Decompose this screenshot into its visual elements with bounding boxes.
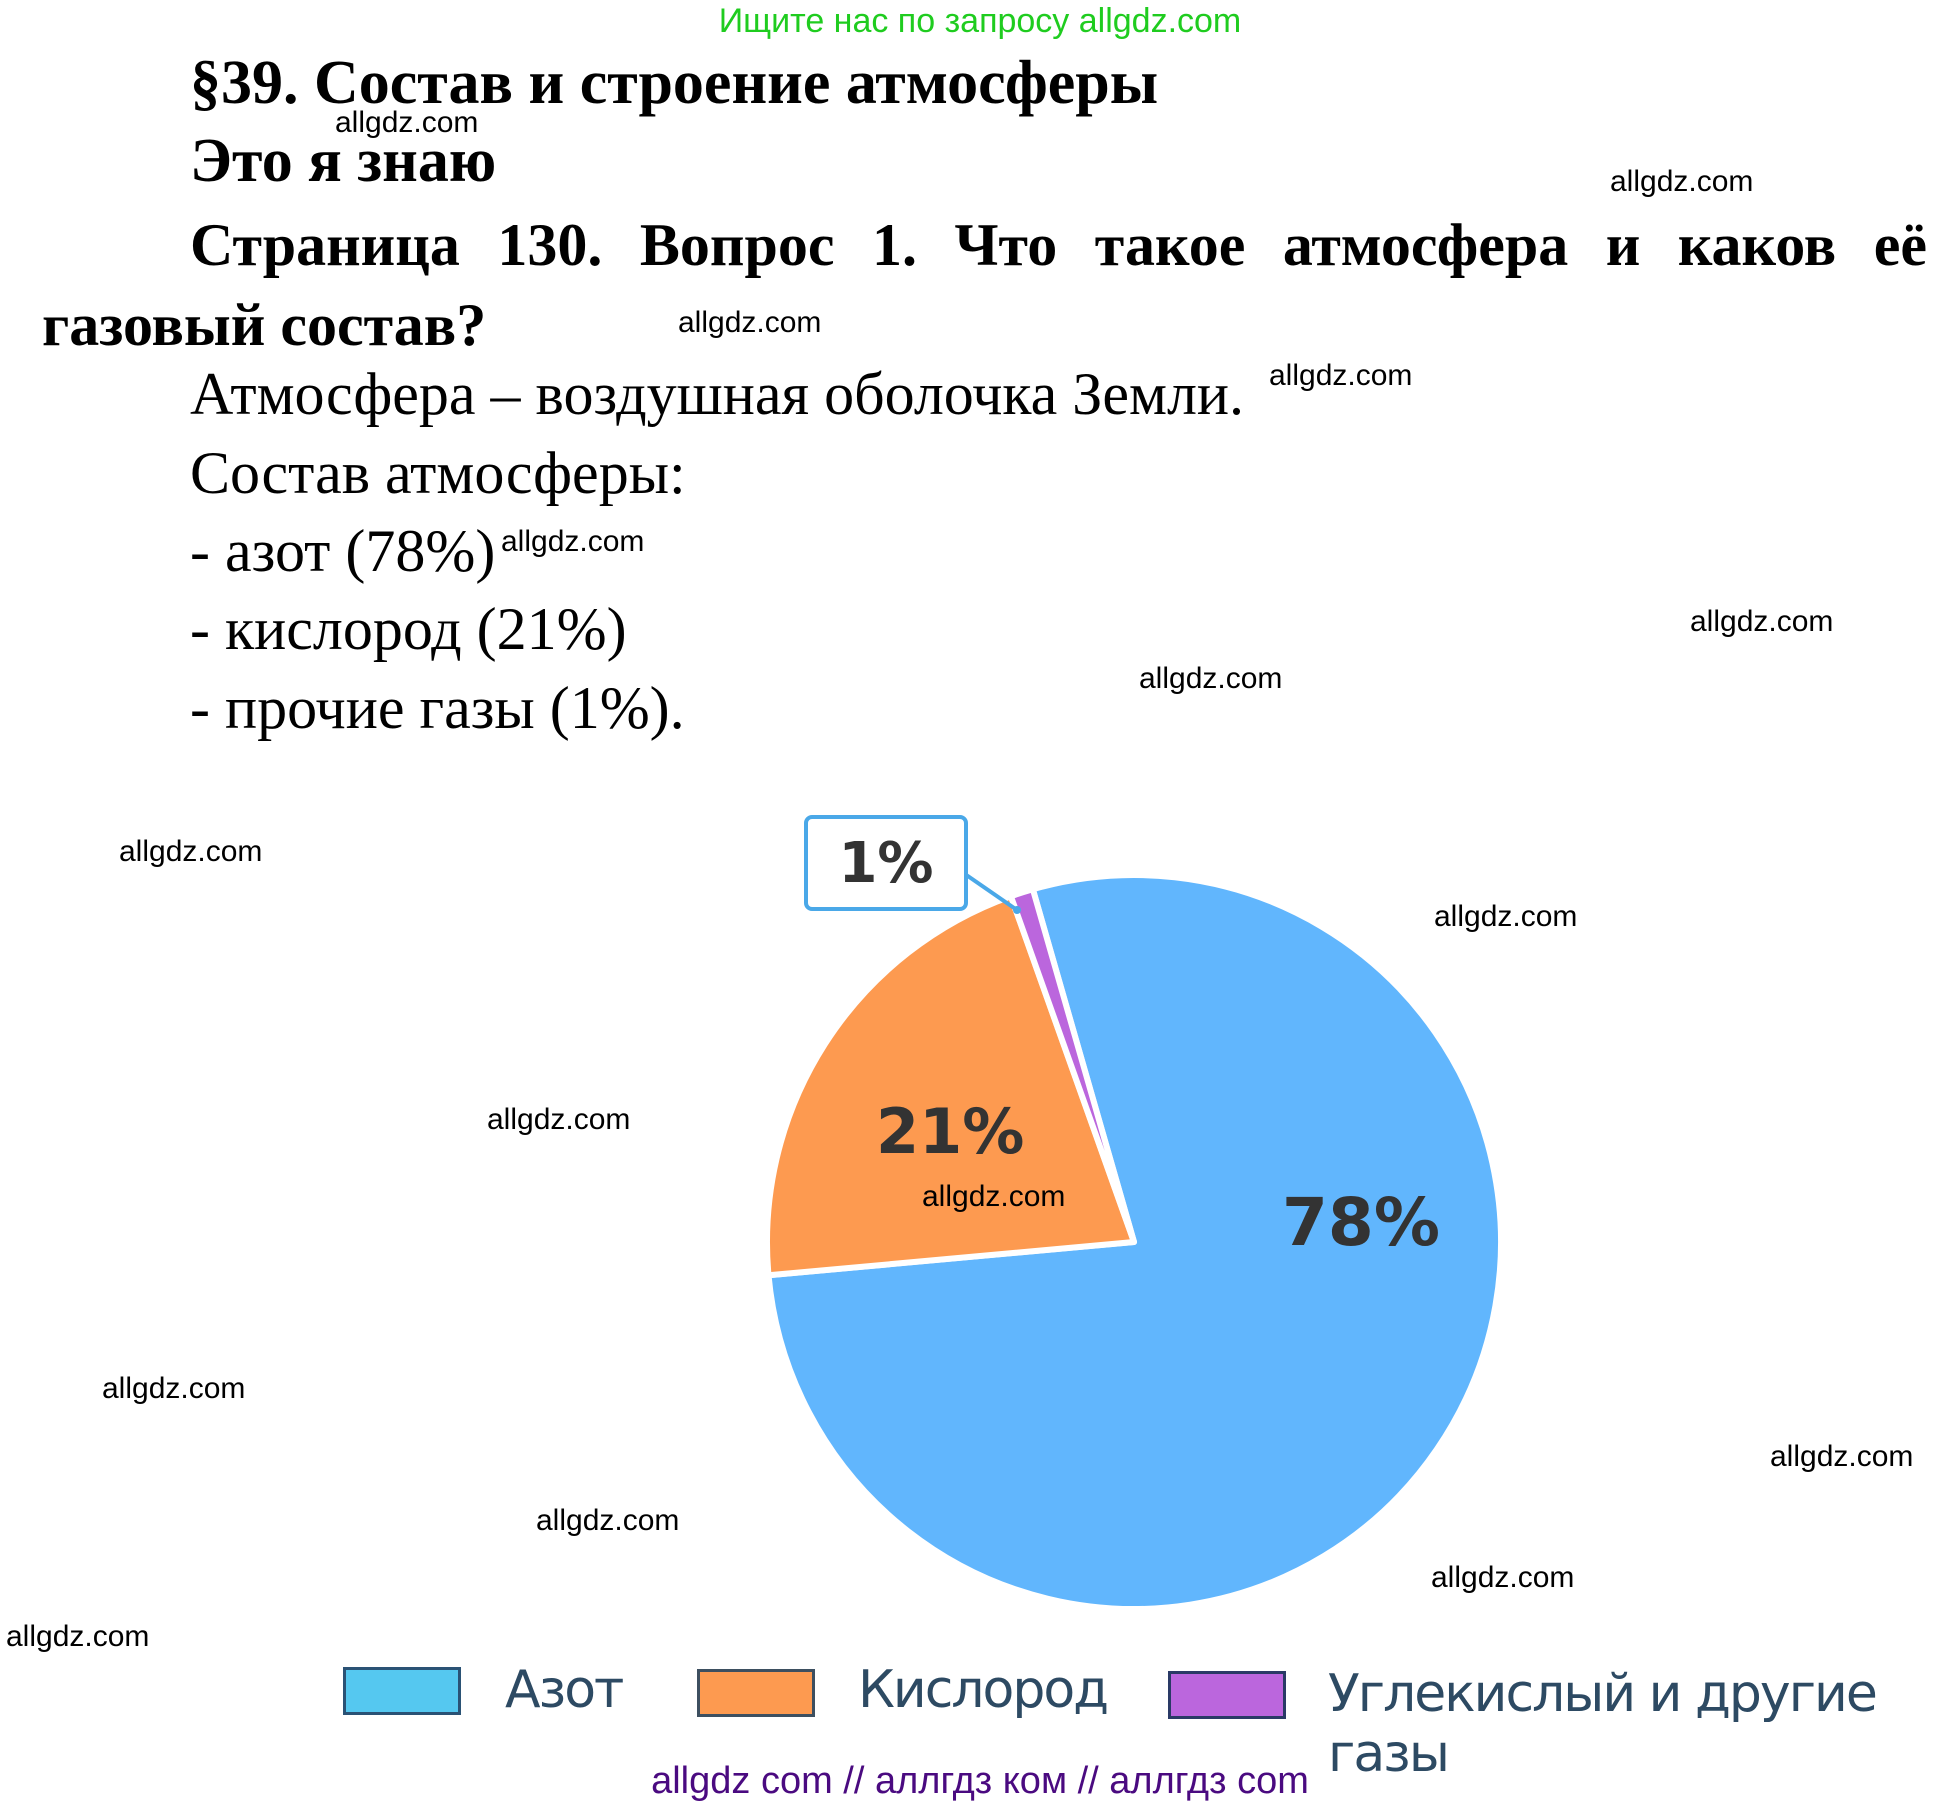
watermark: allgdz.com: [1434, 900, 1578, 933]
legend-swatch-nitrogen: [343, 1667, 461, 1715]
watermark: allgdz.com: [1610, 165, 1754, 198]
watermark: allgdz.com: [6, 1620, 150, 1653]
legend-swatch-oxygen: [697, 1669, 815, 1717]
watermark: allgdz.com: [1431, 1561, 1575, 1594]
slice-label-oxygen: 21%: [876, 1095, 1025, 1168]
watermark: allgdz.com: [487, 1103, 631, 1136]
watermark: allgdz.com: [1139, 662, 1283, 695]
watermark: allgdz.com: [501, 525, 645, 558]
composition-title: Состав атмосферы:: [190, 440, 686, 506]
section-title: §39. Состав и строение атмосферы: [190, 49, 1159, 117]
question-line-2: газовый состав?: [42, 292, 487, 358]
question-line-1: Страница 130. Вопрос 1. Что такое атмосф…: [190, 212, 1927, 278]
legend-label-oxygen: Кислород: [858, 1660, 1109, 1720]
pie-slices: [764, 872, 1504, 1612]
watermark: allgdz.com: [922, 1180, 1066, 1213]
watermark: allgdz.com: [335, 106, 479, 139]
watermark: allgdz.com: [119, 835, 263, 868]
callout-dot: [1013, 906, 1021, 914]
legend-label-nitrogen: Азот: [505, 1660, 624, 1720]
watermark: allgdz.com: [1770, 1440, 1914, 1473]
callout-connector: [960, 870, 1019, 912]
legend-swatch-other: [1168, 1671, 1286, 1719]
watermark: allgdz.com: [536, 1504, 680, 1537]
slice-label-other-callout: 1%: [804, 815, 968, 911]
question-heading: Страница 130. Вопрос 1. Что такое атмосф…: [42, 205, 1927, 365]
watermark: allgdz.com: [102, 1372, 246, 1405]
composition-item-nitrogen: - азот (78%): [190, 518, 496, 584]
watermark: allgdz.com: [1690, 605, 1834, 638]
watermark: allgdz.com: [678, 306, 822, 339]
bottom-watermark: allgdz com // аллгдз ком // аллгдз com: [651, 1760, 1309, 1802]
composition-item-oxygen: - кислород (21%): [190, 596, 627, 662]
slice-label-nitrogen: 78%: [1282, 1184, 1440, 1261]
watermark: allgdz.com: [1269, 359, 1413, 392]
subsection-title: Это я знаю: [190, 127, 497, 195]
composition-item-other: - прочие газы (1%).: [190, 675, 685, 741]
pie-slice-other: [1007, 886, 1137, 1245]
promo-banner[interactable]: Ищите нас по запросу allgdz.com: [718, 2, 1242, 40]
legend-label-other: Углекислый и другие газы: [1328, 1664, 1878, 1784]
answer-definition: Атмосфера – воздушная оболочка Земли.: [190, 361, 1245, 427]
